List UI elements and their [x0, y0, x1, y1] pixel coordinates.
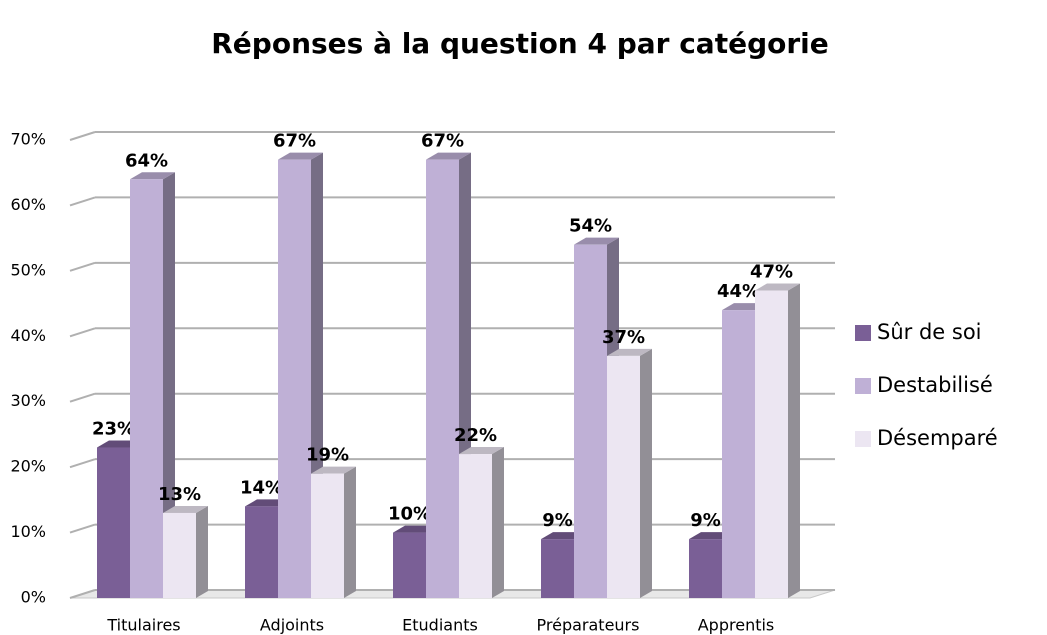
bar-top [311, 466, 356, 474]
bar [574, 244, 607, 598]
y-tick-label: 30% [10, 391, 46, 410]
bar-side [196, 505, 208, 598]
legend-swatch [855, 325, 871, 341]
y-tick-label: 70% [10, 130, 46, 149]
value-label: 19% [306, 445, 349, 466]
bar [311, 473, 344, 598]
bar-top [278, 152, 323, 160]
bar [755, 290, 788, 598]
x-tick-label: Etudiants [402, 616, 478, 635]
value-label: 37% [602, 327, 645, 348]
y-tick-label: 50% [10, 260, 46, 279]
x-tick-label: Titulaires [106, 616, 180, 635]
bar-top [607, 348, 652, 356]
value-label: 67% [273, 131, 316, 152]
bar-top [755, 283, 800, 291]
grid-slant [69, 131, 96, 141]
grid-slant [69, 327, 96, 338]
value-label: 14% [240, 477, 283, 498]
bar-side [344, 466, 356, 598]
bar [130, 179, 163, 598]
bar-side [640, 348, 652, 598]
bar [607, 355, 640, 598]
x-tick-label: Adjoints [260, 616, 324, 635]
bar [97, 447, 130, 598]
grid-slant [69, 392, 96, 403]
bar-top [574, 237, 619, 245]
y-tick-label: 60% [10, 195, 46, 214]
bar [245, 506, 278, 598]
grid-slant [69, 261, 96, 272]
grid-slant [69, 523, 96, 534]
bar-side [788, 283, 800, 598]
bar [426, 159, 459, 598]
value-label: 23% [92, 419, 135, 440]
bar [278, 159, 311, 598]
bar [541, 539, 574, 598]
value-label: 44% [717, 281, 760, 302]
legend-swatch [855, 378, 871, 394]
bar-top [130, 172, 175, 180]
bar-side [492, 447, 504, 598]
bar [689, 539, 722, 598]
y-tick-label: 20% [10, 457, 46, 476]
value-label: 64% [125, 150, 168, 171]
value-label: 54% [569, 216, 612, 237]
value-label: 9% [542, 510, 573, 531]
value-label: 47% [750, 261, 793, 282]
value-label: 10% [388, 504, 431, 525]
grid-slant [69, 196, 96, 207]
value-label: 13% [158, 484, 201, 505]
grid-slant [69, 589, 96, 599]
chart-title: Réponses à la question 4 par catégorie [211, 27, 829, 60]
bar [459, 454, 492, 598]
bar-top [426, 152, 471, 160]
legend-label: Désemparé [877, 426, 998, 450]
bar [163, 512, 196, 598]
y-tick-label: 10% [10, 522, 46, 541]
bar [393, 532, 426, 598]
legend-label: Destabilisé [877, 373, 993, 397]
y-tick-label: 40% [10, 326, 46, 345]
value-label: 67% [421, 131, 464, 152]
legend-swatch [855, 431, 871, 447]
grid-slant [69, 458, 96, 469]
bar-side [163, 172, 175, 598]
y-tick-label: 0% [21, 588, 46, 607]
legend-label: Sûr de soi [877, 320, 982, 344]
bar-top [459, 447, 504, 455]
bar-top [163, 505, 208, 513]
bar [722, 310, 755, 598]
value-label: 9% [690, 510, 721, 531]
x-tick-label: Préparateurs [537, 616, 640, 635]
value-label: 22% [454, 425, 497, 446]
x-tick-label: Apprentis [698, 616, 775, 635]
